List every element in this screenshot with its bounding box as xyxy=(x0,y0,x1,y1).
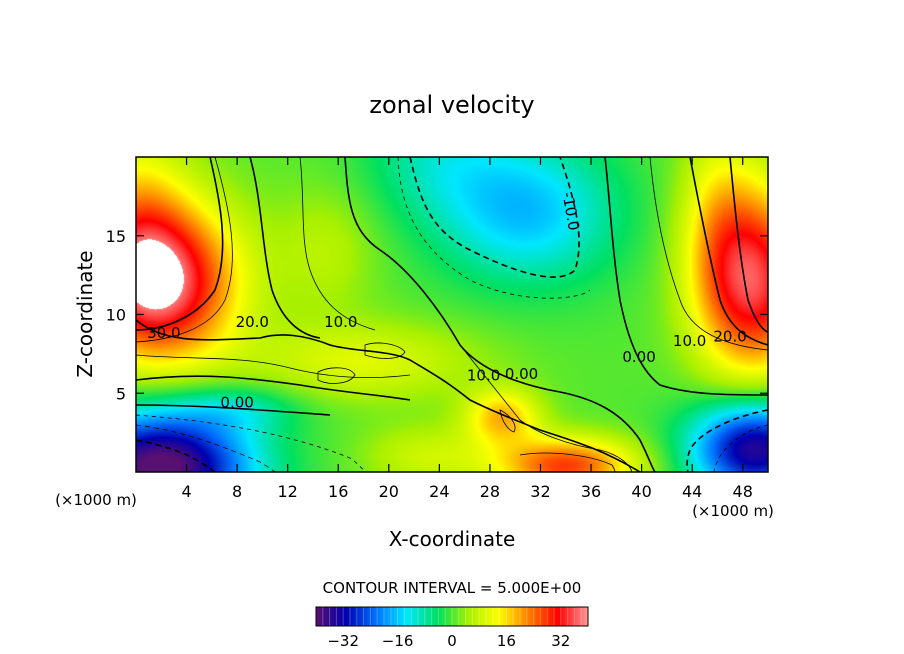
x-axis-ticks: 4 8 12 16 20 24 28 32 36 40 44 48 xyxy=(181,157,753,501)
contour-line xyxy=(459,344,633,472)
contour-line xyxy=(409,157,580,278)
colorbar-stripes xyxy=(322,607,582,626)
x-unit-label-right: (×1000 m) xyxy=(692,502,774,520)
colorbar-tick-label: 0 xyxy=(447,632,457,650)
chart-title: zonal velocity xyxy=(369,91,534,119)
contour-line xyxy=(136,157,233,343)
contour-label: 30.0 xyxy=(147,324,180,342)
y-axis-ticks: 5 10 15 xyxy=(106,227,768,403)
x-tick-label: 36 xyxy=(581,482,601,501)
contour-line xyxy=(317,367,356,384)
contour-label: 20.0 xyxy=(236,313,269,331)
contour-line xyxy=(136,439,216,472)
colorbar-tick-label: −16 xyxy=(382,632,414,650)
colorbar-fill xyxy=(316,607,588,626)
colorbar-tick-label: −32 xyxy=(327,632,359,650)
y-tick-label: 5 xyxy=(116,384,126,403)
x-unit-label-left: (×1000 m) xyxy=(55,491,137,509)
contour-line xyxy=(136,375,411,401)
contour-line xyxy=(499,409,516,433)
y-tick-label: 15 xyxy=(106,227,126,246)
x-tick-label: 40 xyxy=(631,482,651,501)
contour-label: 0.00 xyxy=(220,393,253,411)
contour-line xyxy=(713,424,768,472)
contour-line xyxy=(686,409,768,472)
contour-line xyxy=(136,319,641,472)
colorbar-frame xyxy=(315,606,589,627)
contour-line xyxy=(136,354,411,379)
contour-line xyxy=(299,157,376,331)
y-axis-title: Z-coordinate xyxy=(73,250,97,377)
x-axis-title: X-coordinate xyxy=(389,527,516,551)
contour-line xyxy=(136,424,276,472)
colorbar-ticks: −32 −16 0 16 32 xyxy=(327,632,570,650)
x-tick-label: 48 xyxy=(733,482,753,501)
contour-line xyxy=(604,157,768,396)
x-tick-label: 16 xyxy=(328,482,348,501)
contour-line xyxy=(729,157,768,333)
velocity-field-image xyxy=(136,157,768,472)
contour-line xyxy=(136,404,331,416)
x-tick-label: 20 xyxy=(379,482,399,501)
contour-line xyxy=(344,157,656,472)
x-tick-label: 44 xyxy=(682,482,702,501)
x-tick-label: 12 xyxy=(278,482,298,501)
contour-label: 20.0 xyxy=(713,327,746,345)
colorbar-tick-label: 32 xyxy=(551,632,570,650)
colorbar-tick-label: 16 xyxy=(497,632,516,650)
colorbar: −32 −16 0 16 32 xyxy=(315,606,589,650)
contour-label: 10.0 xyxy=(467,367,500,385)
contour-label: 10.0 xyxy=(324,313,357,331)
contour-line xyxy=(364,342,406,359)
y-tick-label: 10 xyxy=(106,306,126,325)
contour-label: 0.00 xyxy=(505,365,538,383)
x-tick-label: 32 xyxy=(530,482,550,501)
x-tick-label: 8 xyxy=(232,482,242,501)
contour-line xyxy=(397,157,591,299)
contour-line xyxy=(249,157,321,339)
contour-interval-note: CONTOUR INTERVAL = 5.000E+00 xyxy=(323,579,582,597)
x-tick-label: 24 xyxy=(429,482,449,501)
contour-label: 10.0 xyxy=(673,332,706,350)
x-tick-label: 28 xyxy=(480,482,500,501)
contour-lines xyxy=(136,157,768,472)
contour-line xyxy=(649,157,768,351)
contour-line xyxy=(689,157,768,346)
x-tick-label: 4 xyxy=(181,482,191,501)
contour-line xyxy=(136,414,366,472)
contour-line xyxy=(136,157,224,331)
contour-label: 0.00 xyxy=(622,348,655,366)
